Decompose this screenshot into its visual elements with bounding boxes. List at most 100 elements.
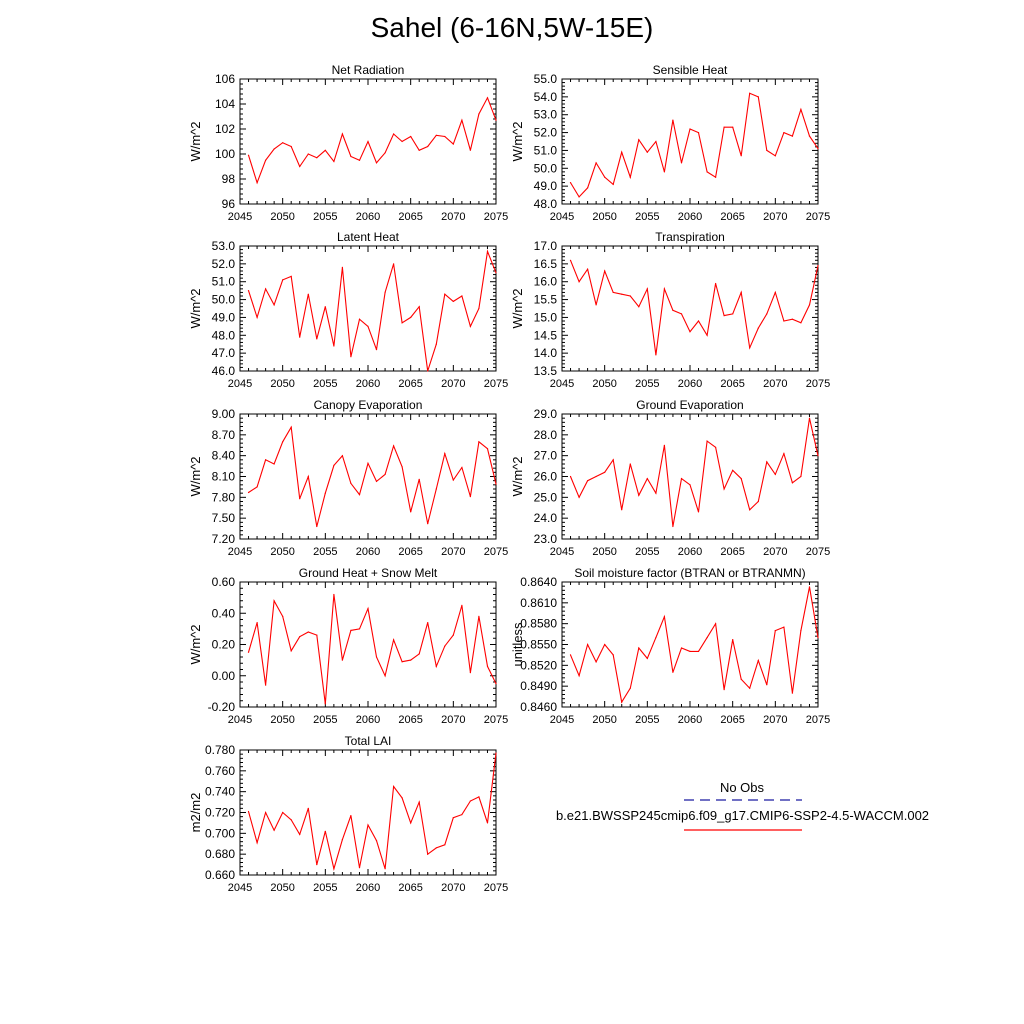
data-point (638, 494, 640, 496)
data-point (410, 135, 412, 138)
data-point (461, 119, 463, 121)
data-point (375, 656, 378, 658)
x-tick-label: 2065 (398, 378, 422, 390)
data-point (587, 187, 589, 189)
data-point (791, 318, 794, 320)
x-tick-label: 2060 (356, 882, 380, 894)
data-point (732, 126, 734, 128)
x-tick-label: 2070 (763, 546, 787, 558)
data-point (478, 441, 480, 443)
data-point (247, 154, 250, 156)
data-point (290, 819, 292, 821)
data-point (757, 327, 759, 329)
y-axis-label: W/m^2 (188, 121, 203, 161)
x-tick-label: 2075 (806, 714, 830, 726)
data-point (435, 847, 437, 849)
data-point (461, 295, 463, 297)
panel-title: Sensible Heat (653, 63, 728, 77)
data-point (324, 830, 326, 832)
data-point (791, 482, 794, 484)
data-point (740, 155, 742, 157)
y-axis-label: unitless (510, 622, 525, 667)
data-point (629, 463, 631, 465)
data-point (401, 322, 403, 324)
data-point (282, 279, 284, 281)
data-point (393, 263, 395, 265)
data-point (375, 162, 378, 164)
data-point (401, 466, 403, 468)
data-point (435, 665, 437, 668)
data-point (595, 661, 597, 663)
data-point (435, 343, 437, 345)
panel-title: Ground Heat + Snow Melt (299, 566, 438, 580)
data-point (766, 684, 768, 686)
data-point (783, 132, 785, 134)
data-point (444, 453, 446, 455)
data-point (333, 464, 335, 466)
data-point (469, 672, 471, 674)
data-point (757, 500, 759, 503)
data-point (672, 525, 674, 528)
data-point (732, 639, 734, 641)
y-tick-label: 29.0 (534, 407, 558, 421)
data-point (612, 459, 614, 461)
data-point (290, 650, 292, 652)
data-point (495, 683, 497, 685)
data-point (367, 140, 369, 143)
y-tick-label: 0.8550 (520, 638, 557, 652)
data-point (663, 616, 666, 618)
x-tick-label: 2055 (635, 714, 659, 726)
data-point (307, 631, 309, 633)
x-tick-label: 2055 (313, 882, 337, 894)
data-point (393, 133, 395, 135)
data-point (393, 445, 395, 447)
data-point (316, 634, 318, 636)
data-point (384, 152, 386, 154)
legend-obs-label: No Obs (719, 780, 765, 795)
data-point (689, 331, 691, 333)
data-point (757, 659, 759, 662)
panel-5: Canopy Evaporation 2045 2050 2055 2060 2065 20… (188, 398, 508, 558)
data-point (435, 488, 437, 490)
data-point (569, 475, 572, 478)
data-point (791, 135, 794, 137)
data-point (435, 134, 437, 136)
data-point (680, 162, 683, 164)
y-tick-label: 50.0 (212, 293, 236, 307)
data-point (715, 623, 717, 625)
data-point (638, 139, 640, 141)
data-point (740, 291, 742, 293)
data-point (689, 128, 691, 130)
x-tick-label: 2075 (484, 882, 508, 894)
data-point (646, 657, 648, 660)
y-tick-label: 7.50 (212, 511, 236, 525)
data-point (569, 654, 572, 656)
data-point (706, 334, 708, 336)
data-point (621, 151, 623, 153)
data-point (333, 345, 335, 347)
y-tick-label: 46.0 (212, 364, 236, 378)
panel-4: Transpiration 2045 2050 2055 2060 2065 2070 207… (510, 230, 830, 390)
y-tick-label: 14.0 (534, 346, 558, 360)
data-point (452, 300, 454, 302)
y-tick-label: 25.0 (534, 490, 558, 504)
data-point (265, 459, 267, 461)
y-tick-label: 0.60 (212, 575, 236, 589)
x-tick-label: 2075 (484, 378, 508, 390)
data-point (256, 182, 258, 184)
data-point (808, 304, 811, 306)
data-point (774, 630, 776, 632)
x-tick-label: 2060 (356, 546, 380, 558)
data-point (774, 473, 776, 475)
data-point (316, 525, 318, 528)
data-point (706, 637, 708, 639)
data-point (256, 486, 258, 488)
data-point (410, 511, 412, 513)
y-tick-label: 54.0 (534, 90, 558, 104)
data-point (612, 183, 614, 185)
data-point (697, 650, 700, 653)
x-tick-label: 2070 (441, 714, 465, 726)
x-tick-label: 2065 (720, 546, 744, 558)
plot-frame (239, 245, 497, 372)
data-point (247, 491, 250, 494)
